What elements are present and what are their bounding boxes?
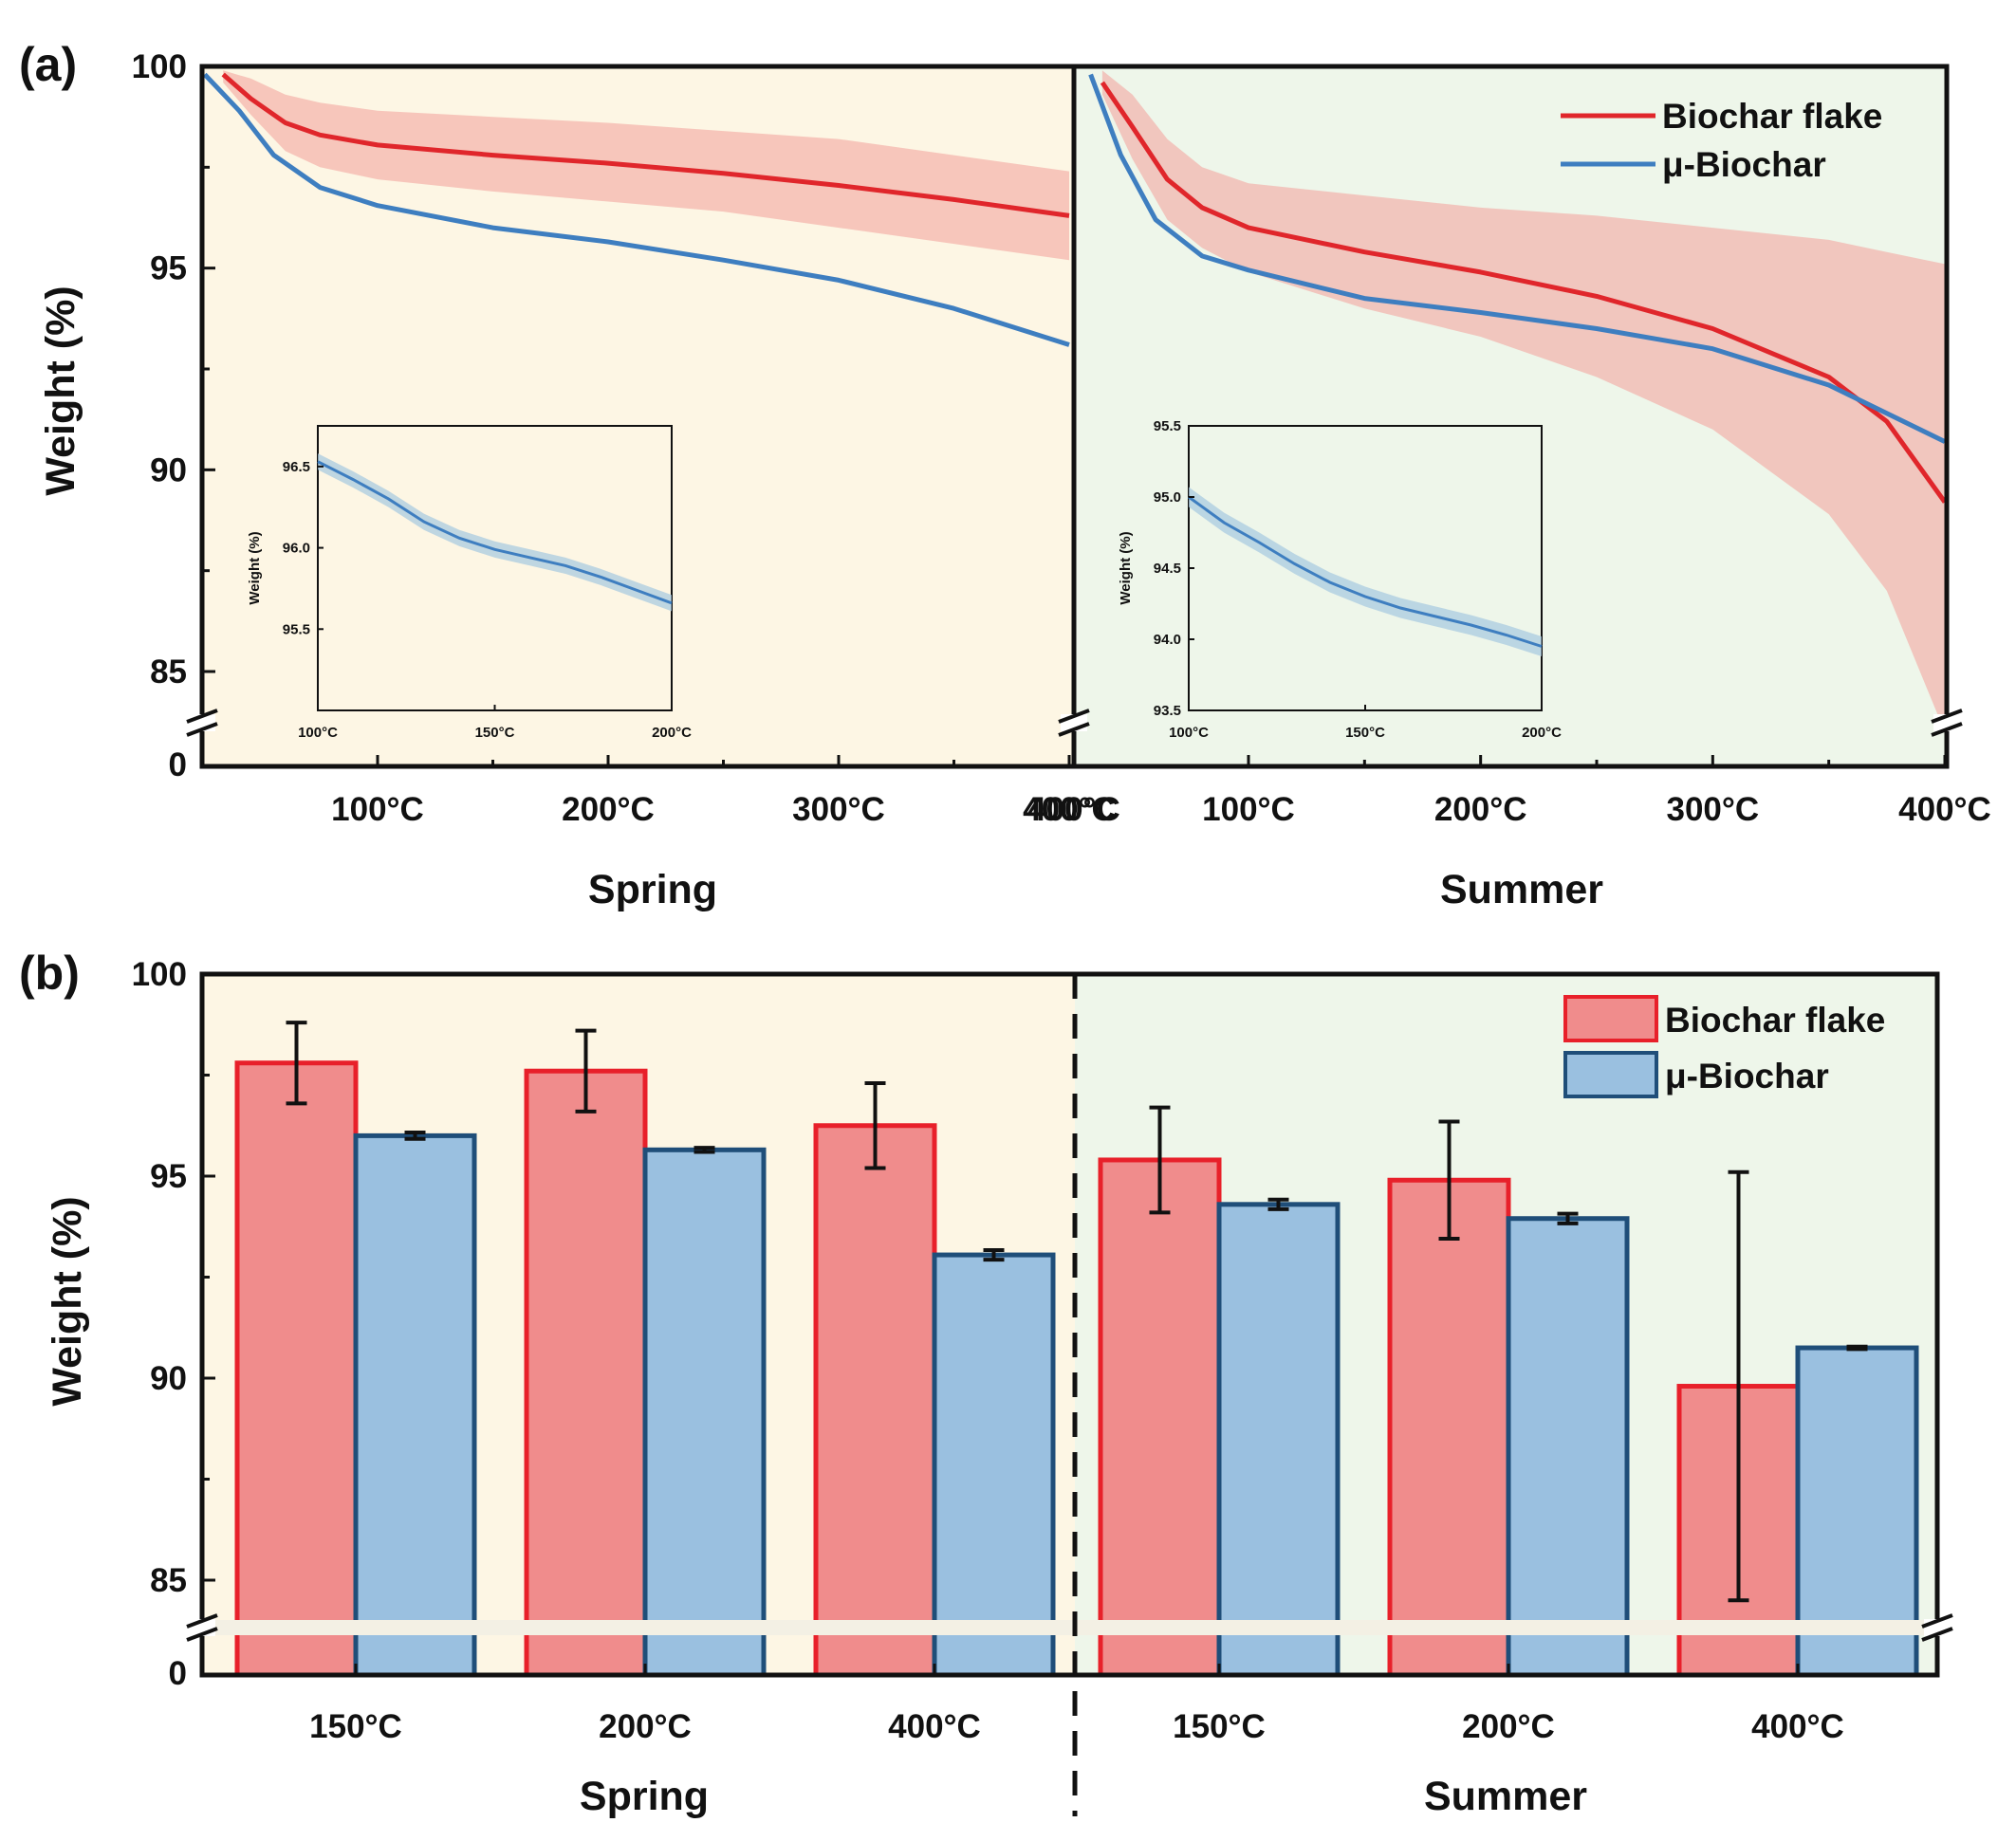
panel-b-right-axis-break-stroke-upper [1921, 1613, 1953, 1629]
summer-inset-x-tick-label: 150°C [1345, 725, 1385, 741]
panel-a-y-tick-label: 90 [150, 451, 187, 488]
panel-a-middle-axis-break-stroke-upper [1058, 709, 1090, 724]
panel-b-y-tick-label: 85 [150, 1562, 187, 1599]
summer-inset-y-tick-label: 94.0 [1154, 632, 1181, 648]
panel-a-label: (a) [19, 38, 77, 91]
panel-a-right-axis-break-stroke-upper [1931, 709, 1963, 724]
panel-b-x-tick-label: 200°C [599, 1708, 692, 1745]
panel-b-x-tick-label: 200°C [1462, 1708, 1555, 1745]
summer-inset-y-tick-label: 95.0 [1154, 489, 1181, 506]
panel-a-y-tick-label: 85 [150, 654, 187, 690]
bar-flake [524, 1068, 648, 1678]
panel-a-middle-axis-break-stroke-lower [1058, 722, 1090, 737]
spring-inset-y-axis-label: Weight (%) [247, 531, 263, 604]
panel-b-left-axis-break-stroke-upper [186, 1613, 218, 1629]
panel-b-y-tick-label: 90 [150, 1360, 187, 1397]
panel-a-y-tick-label: 95 [150, 250, 187, 287]
spring-inset-line [317, 460, 673, 605]
panel-b-x-tick-label: 150°C [1173, 1708, 1266, 1745]
bar-micro [353, 1132, 477, 1678]
spring-x-tick-label: 400°C [1023, 791, 1116, 828]
summer-inset-y-axis-label: Weight (%) [1118, 531, 1134, 604]
spring-label-a: Spring [588, 867, 717, 912]
summer-x-tick-label: 400°C [1027, 791, 1120, 828]
panel-b-y-tick-label: 100 [132, 956, 187, 993]
spring-x-tick-label: 100°C [331, 791, 424, 828]
chart-marks: 100°C 200°C 300°C 400°C 96.5 96.0 95.5 100°C 150… [132, 48, 1991, 1816]
spring-inset-x-tick-label: 100°C [298, 725, 338, 741]
summer-inset-y-tick-label: 95.5 [1154, 418, 1181, 434]
summer-x-tick-label: 400°C [1898, 791, 1991, 828]
bar-flake [1387, 1177, 1511, 1678]
panel-b-label: (b) [19, 947, 80, 1000]
panel-b-right-axis-break-stroke-lower [1921, 1627, 1953, 1642]
panel-a-left-axis-break-stroke-upper [186, 709, 218, 724]
bar-flake [813, 1123, 937, 1678]
panel-b-left-axis-break-stroke-lower [186, 1627, 218, 1642]
legend-b-micro-label: μ-Biochar [1665, 1057, 1829, 1095]
panel-b-y-tick-label: 95 [150, 1158, 187, 1195]
panel-b-x-tick-label: 150°C [309, 1708, 402, 1745]
panel-a-y-axis-label: Weight (%) [38, 285, 83, 495]
summer-inset-band [1189, 487, 1542, 656]
spring-micro-line [202, 72, 1070, 347]
spring-x-tick-label: 200°C [562, 791, 655, 828]
summer-x-tick-label: 100°C [1202, 791, 1295, 828]
summer-micro-line [1088, 73, 1947, 444]
spring-inset-x-tick-label: 200°C [652, 725, 692, 741]
summer-label-b: Summer [1424, 1774, 1587, 1819]
panel-a-right-axis-break-stroke-lower [1931, 722, 1963, 737]
bar-micro [1506, 1216, 1630, 1678]
legend-b-micro-swatch [1563, 1051, 1658, 1098]
bar-micro [642, 1147, 767, 1678]
summer-inset-x-tick-label: 200°C [1522, 725, 1562, 741]
summer-flake-band [1101, 70, 1945, 732]
panel-b-frame [199, 971, 1940, 1678]
summer-inset-y-tick-label: 94.5 [1154, 561, 1181, 577]
summer-x-tick-label: 200°C [1434, 791, 1527, 828]
legend-b-flake-label: Biochar flake [1665, 1001, 1885, 1040]
panel-b-break-band [205, 1620, 1934, 1635]
spring-inset-y-tick-label: 96.5 [283, 459, 310, 475]
bar-flake [234, 1060, 359, 1678]
panel-a-left-axis-break-stroke-lower [186, 722, 218, 737]
spring-flake-line [221, 72, 1070, 218]
summer-x-tick-label: 300°C [1666, 791, 1759, 828]
panel-b-x-tick-label: 400°C [888, 1708, 981, 1745]
panel-b-y-axis-label: Weight (%) [45, 1196, 90, 1406]
legend-a-micro-label: μ-Biochar [1662, 145, 1826, 184]
panel-a-y-zero-label: 0 [169, 746, 187, 783]
summer-inset-y-tick-label: 93.5 [1154, 703, 1181, 719]
spring-x-tick-label: 300°C [792, 791, 885, 828]
bar-flake [1098, 1157, 1222, 1678]
summer-label-a: Summer [1440, 867, 1603, 912]
spring-inset-x-tick-label: 150°C [475, 725, 515, 741]
bar-micro [1216, 1202, 1341, 1678]
spring-label-b: Spring [580, 1774, 709, 1819]
legend-a-flake-label: Biochar flake [1662, 97, 1882, 136]
panel-b-y-zero-label: 0 [169, 1655, 187, 1692]
spring-inset-y-tick-label: 96.0 [283, 541, 310, 557]
bar-micro [932, 1252, 1056, 1678]
legend-a: Biochar flake μ-Biochar [1561, 97, 1882, 184]
summer-inset-x-tick-label: 100°C [1169, 725, 1209, 741]
panel-b-x-tick-label: 400°C [1751, 1708, 1844, 1745]
summer-inset-line [1188, 495, 1543, 648]
legend-b: Biochar flake μ-Biochar [1563, 995, 1885, 1098]
legend-b-flake-swatch [1563, 995, 1658, 1042]
summer-flake-line [1100, 81, 1947, 504]
spring-inset-y-tick-label: 95.5 [283, 621, 310, 637]
panel-a-y-tick-label: 100 [132, 48, 187, 85]
